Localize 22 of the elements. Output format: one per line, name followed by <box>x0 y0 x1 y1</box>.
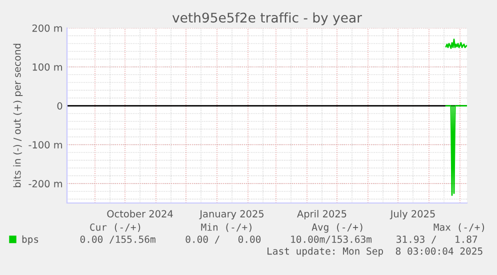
chart-title: veth95e5f2e traffic - by year <box>172 12 362 26</box>
text: 10.00m/153.63m <box>291 236 372 244</box>
text: Max (-/+) <box>434 223 484 232</box>
x-tick-label: January 2025 <box>199 210 264 220</box>
text: Last update: Mon Sep 8 03:00:04 2025 <box>268 247 482 257</box>
text: 31.93 / 1.87 <box>396 236 478 244</box>
text: 0.00 / 0.00 <box>186 236 261 244</box>
y-tick-label: 200 m <box>32 24 62 32</box>
y-tick-label: -200 m <box>28 180 62 188</box>
text: 0.00 /155.56m <box>80 236 156 244</box>
line-series <box>445 38 467 49</box>
y-tick-label: 100 m <box>32 63 62 71</box>
y-axis-title: bits in (-) / out (+) per second <box>13 44 23 188</box>
y-tick-label: 0 <box>57 102 62 110</box>
text: Cur (-/+) <box>90 223 140 232</box>
text: Min (-/+) <box>201 223 252 232</box>
legend-label: bps <box>22 235 38 245</box>
x-tick-label: July 2025 <box>390 210 435 220</box>
text: Avg (-/+) <box>312 223 362 233</box>
x-tick-label: April 2025 <box>297 210 346 220</box>
x-tick-label: October 2024 <box>107 210 173 218</box>
y-tick-label: -100 m <box>28 141 62 148</box>
